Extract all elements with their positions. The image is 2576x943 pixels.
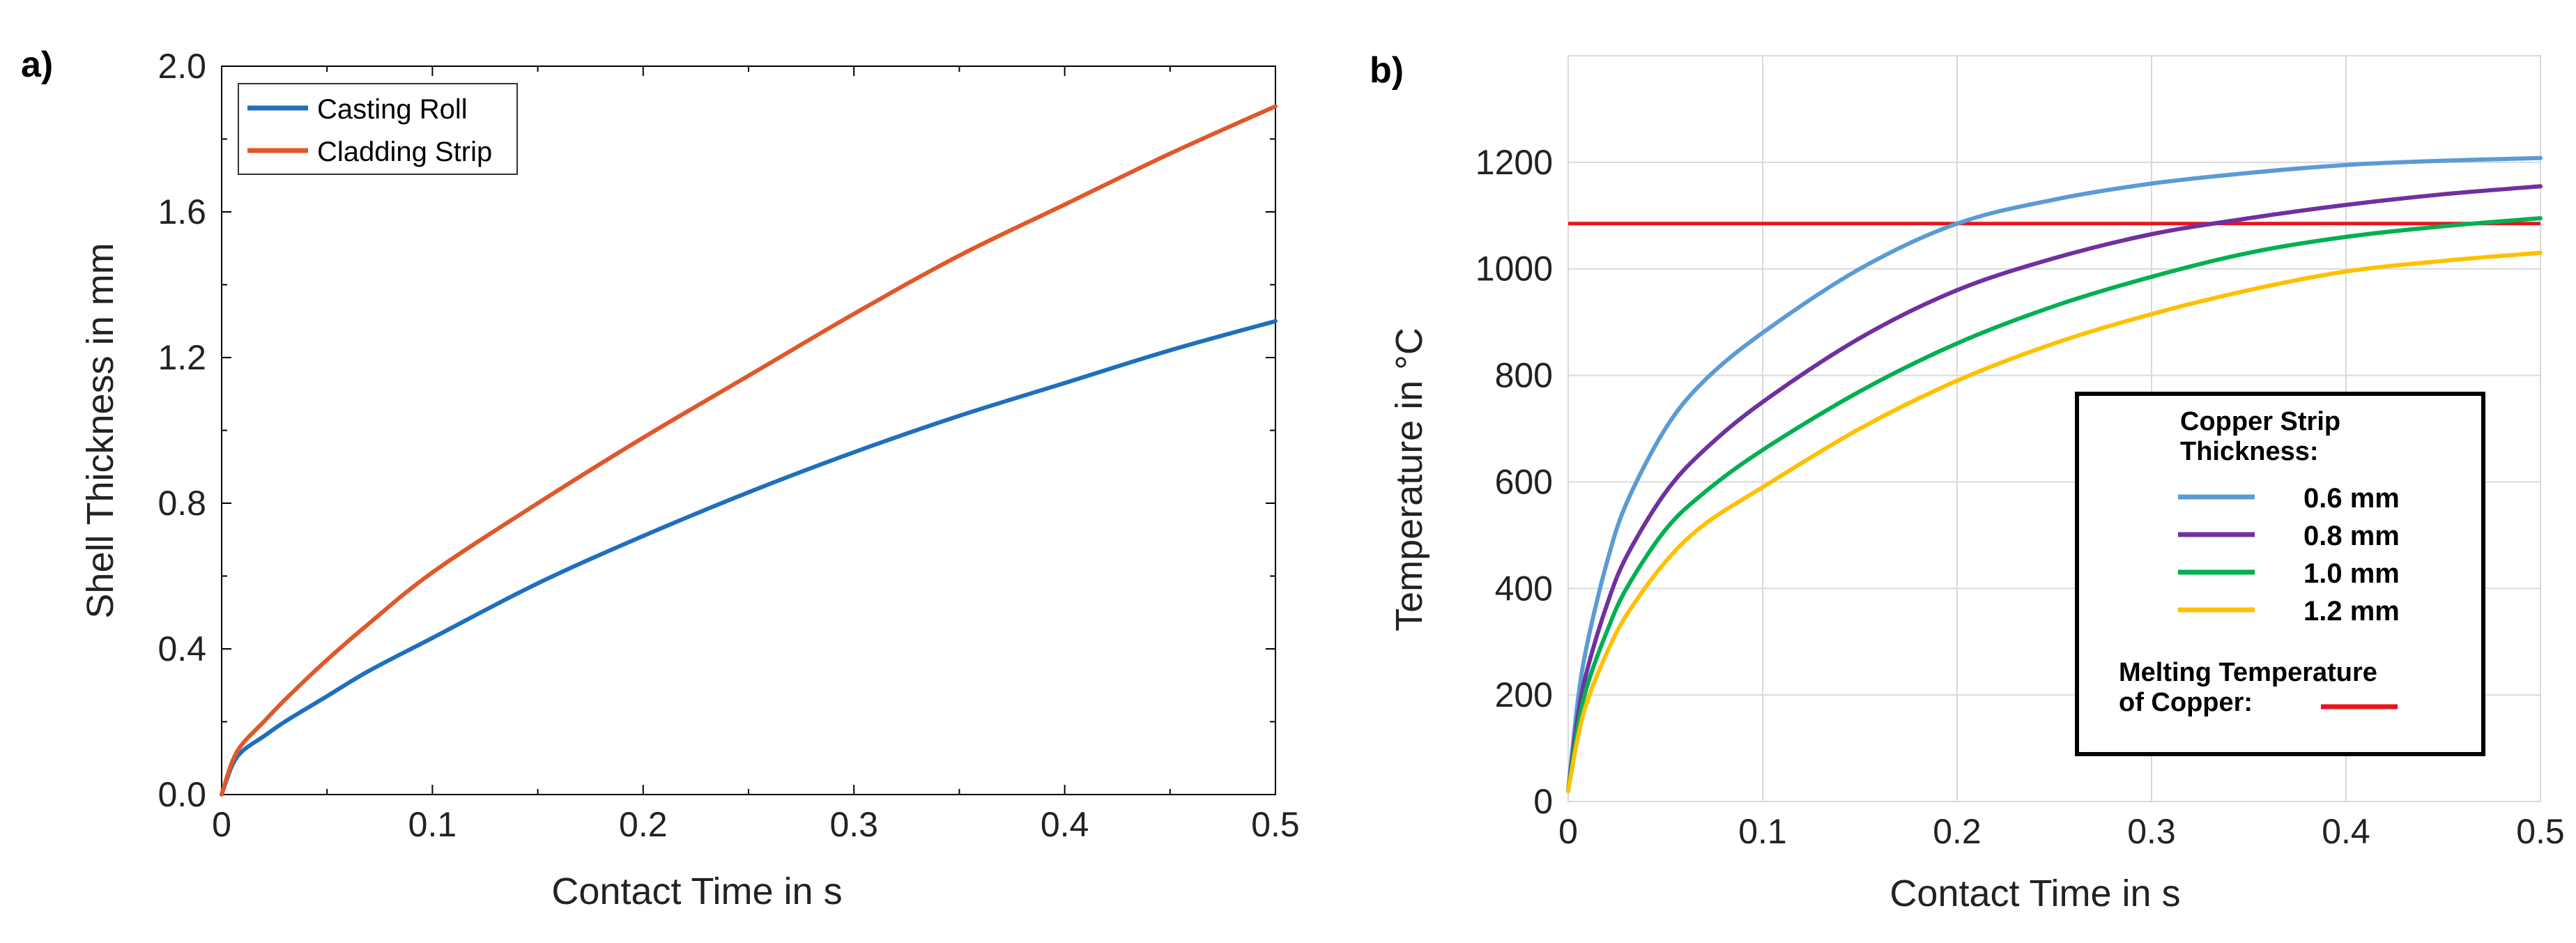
legend-label-0-6-mm: 0.6 mm bbox=[2303, 483, 2400, 514]
y-tick-label: 0 bbox=[1533, 782, 1553, 821]
y-tick-label: 0.0 bbox=[158, 775, 206, 814]
legend-label-0-8-mm: 0.8 mm bbox=[2303, 521, 2400, 551]
series-line-cladding-strip bbox=[220, 104, 1278, 797]
y-tick-label: 2.0 bbox=[158, 47, 206, 86]
legend-a: Casting Roll Cladding Strip bbox=[238, 83, 518, 175]
legend-label-cladding-strip: Cladding Strip bbox=[317, 137, 492, 167]
x-tick-label: 0.5 bbox=[2516, 812, 2565, 851]
legend-box-a bbox=[238, 83, 518, 175]
x-tick-label: 0.1 bbox=[1738, 812, 1787, 851]
y-tick-label: 400 bbox=[1495, 569, 1553, 608]
x-tick-label: 0.1 bbox=[408, 805, 457, 844]
panel-label-b: b) bbox=[1370, 50, 1404, 91]
y-tick-label: 0.4 bbox=[158, 629, 206, 668]
chart-b: b) 0 0.1 0.2 0.3 0.4 0.5 0 200 400 600 800 1000 120… bbox=[1370, 50, 2565, 914]
series-line-1-2-mm bbox=[1566, 250, 2543, 793]
legend-title-line-1: Copper Strip bbox=[2180, 407, 2340, 436]
y-axis-label-a: Shell Thickness in mm bbox=[79, 243, 121, 618]
y-tick-label: 600 bbox=[1495, 462, 1553, 501]
legend-label-1-2-mm: 1.2 mm bbox=[2303, 596, 2400, 627]
legend-melting-line-1: Melting Temperature bbox=[2119, 658, 2377, 687]
legend-label-casting-roll: Casting Roll bbox=[317, 94, 468, 125]
y-tick-label: 200 bbox=[1495, 675, 1553, 714]
x-axis-label-b: Contact Time in s bbox=[1889, 873, 2180, 914]
y-axis-label-b: Temperature in °C bbox=[1388, 328, 1430, 631]
legend-label-1-0-mm: 1.0 mm bbox=[2303, 558, 2400, 589]
series-line-0-8-mm bbox=[1566, 184, 2543, 793]
x-axis-ticks-a: 0 0.1 0.2 0.3 0.4 0.5 bbox=[212, 66, 1300, 844]
series-lines-a bbox=[220, 104, 1278, 797]
legend-b: Copper Strip Thickness: 0.6 mm 0.8 mm 1.… bbox=[2075, 392, 2485, 756]
legend-title-line-2: Thickness: bbox=[2180, 437, 2319, 466]
y-tick-label: 800 bbox=[1495, 356, 1553, 395]
x-tick-label: 0.5 bbox=[1251, 805, 1300, 844]
x-axis-label-a: Contact Time in s bbox=[551, 871, 842, 912]
series-lines-b bbox=[1566, 155, 2543, 793]
x-tick-label: 0.2 bbox=[619, 805, 668, 844]
y-tick-label: 1200 bbox=[1475, 143, 1553, 182]
panel-label-a: a) bbox=[21, 45, 53, 85]
y-tick-label: 1.2 bbox=[158, 338, 206, 377]
x-tick-label: 0.2 bbox=[1933, 812, 1981, 851]
legend-box-b bbox=[2075, 392, 2485, 756]
chart-a: a) 0 0.1 0.2 0.3 0.4 0.5 0.0 0.4 0.8 1.2 1.6 2.0 C… bbox=[21, 45, 1300, 912]
x-tick-label: 0.4 bbox=[2322, 812, 2370, 851]
series-line-1-0-mm bbox=[1566, 216, 2543, 793]
x-axis-ticks-b: 0 0.1 0.2 0.3 0.4 0.5 bbox=[1558, 812, 2565, 851]
series-line-0-6-mm bbox=[1566, 155, 2543, 793]
x-tick-label: 0.3 bbox=[2127, 812, 2176, 851]
legend-melting-line-2: of Copper: bbox=[2119, 688, 2253, 717]
y-tick-label: 1.6 bbox=[158, 192, 206, 231]
y-tick-label: 0.8 bbox=[158, 484, 206, 523]
plot-area-a bbox=[221, 66, 1276, 795]
y-tick-label: 1000 bbox=[1475, 250, 1553, 289]
x-tick-label: 0.4 bbox=[1041, 805, 1089, 844]
x-tick-label: 0 bbox=[1558, 812, 1578, 851]
x-tick-label: 0 bbox=[212, 805, 231, 844]
x-tick-label: 0.3 bbox=[829, 805, 878, 844]
y-axis-ticks-b: 0 200 400 600 800 1000 1200 bbox=[1475, 143, 1553, 821]
y-axis-ticks-a: 0.0 0.4 0.8 1.2 1.6 2.0 bbox=[158, 47, 1275, 814]
series-line-casting-roll bbox=[220, 319, 1278, 797]
